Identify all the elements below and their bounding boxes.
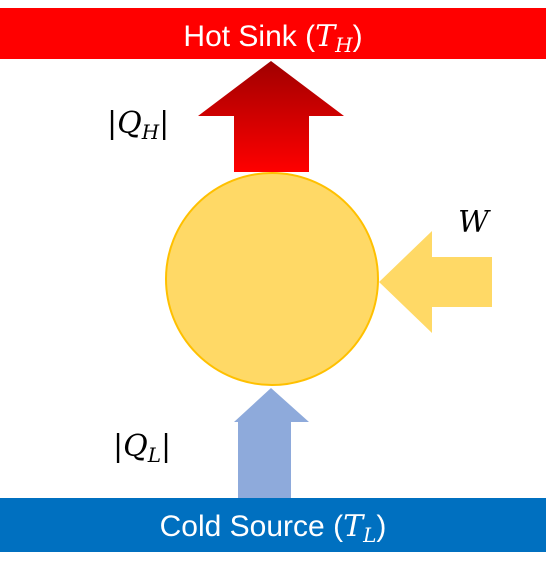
heat-in-arrow [234,388,309,498]
cold-source-bar [0,498,546,552]
heat-out-arrow [198,61,344,172]
heat-in-label: |QL| [113,429,171,467]
hot-sink-label: Hot Sink (TH) [183,19,362,57]
heat-out-label: |QH| [107,106,169,144]
engine-circle [165,172,379,386]
work-label: W [458,205,491,240]
work-arrow [379,231,492,333]
hot-sink-bar [0,8,546,59]
cold-source-label: Cold Source (TL) [160,509,387,547]
